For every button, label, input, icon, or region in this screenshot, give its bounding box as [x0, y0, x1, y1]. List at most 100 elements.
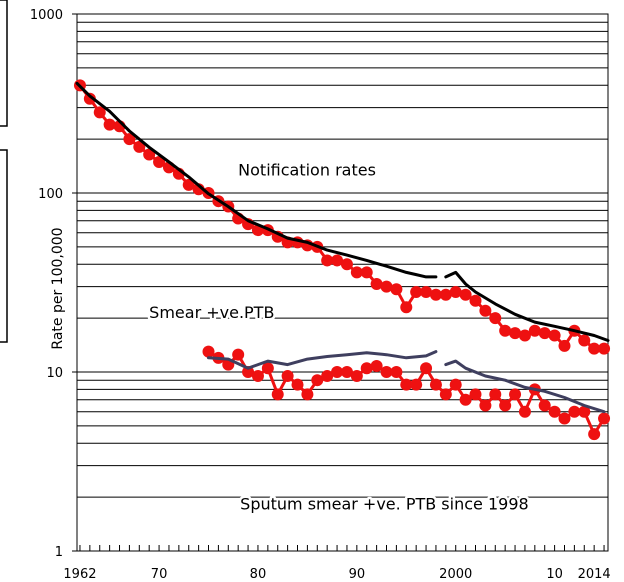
- x-tick-label: 10: [546, 567, 563, 582]
- data-point: [429, 288, 442, 301]
- data-point: [133, 140, 146, 153]
- data-point: [340, 258, 353, 271]
- data-point: [331, 254, 344, 267]
- data-point: [429, 378, 442, 391]
- data-point: [331, 366, 344, 378]
- y-tick-label: 100: [38, 187, 63, 202]
- data-point: [459, 393, 472, 406]
- data-point: [420, 285, 433, 298]
- y-axis-title: Rate per 100,000: [50, 227, 66, 349]
- data-point: [123, 133, 136, 146]
- data-point: [301, 388, 314, 401]
- data-point: [499, 324, 512, 337]
- data-point: [242, 366, 255, 378]
- data-point: [499, 399, 512, 412]
- data-point: [548, 405, 561, 418]
- data-point: [479, 399, 492, 412]
- data-point: [578, 405, 591, 418]
- data-point: [350, 369, 363, 382]
- data-point: [103, 118, 116, 131]
- data-point: [598, 342, 611, 355]
- data-point: [509, 388, 522, 401]
- data-point: [400, 301, 413, 314]
- data-point: [321, 369, 334, 382]
- data-point: [509, 327, 522, 340]
- smear-positive-points: [202, 345, 611, 441]
- data-point: [370, 278, 383, 291]
- data-point: [390, 366, 403, 378]
- x-tick-label: 2014: [578, 567, 611, 582]
- data-point: [232, 348, 245, 361]
- data-point: [439, 288, 452, 301]
- data-point: [558, 412, 571, 425]
- data-point: [182, 178, 195, 191]
- data-point: [321, 254, 334, 267]
- data-point: [588, 342, 601, 355]
- data-point: [83, 92, 96, 105]
- data-point: [410, 285, 423, 298]
- smear-positive-line-since-1998: [444, 359, 606, 414]
- notification-rate-trend-since-1998: [444, 270, 610, 342]
- data-point: [360, 266, 373, 279]
- data-point: [281, 369, 294, 382]
- data-point: [538, 399, 551, 412]
- x-tick-label: 70: [151, 567, 168, 582]
- x-tick-label: 2000: [439, 567, 472, 582]
- data-point: [538, 327, 551, 340]
- data-point: [143, 148, 156, 161]
- data-point: [558, 339, 571, 352]
- data-point: [202, 345, 215, 358]
- annotation: Sputum smear +ve. PTB since 1998: [240, 495, 529, 514]
- annotations: Notification rates Smear +ve.PTB Sputum sm…: [147, 158, 531, 516]
- data-point: [153, 155, 166, 168]
- notification-rate-trend: [75, 81, 438, 279]
- series-line: [444, 270, 610, 342]
- data-point: [489, 388, 502, 401]
- cropped-legend-fragments: [0, 0, 8, 343]
- y-tick-label: 10: [46, 366, 63, 381]
- data-point: [449, 378, 462, 391]
- data-point: [400, 378, 413, 391]
- tick-labels: 1 10 100 1000 1962 70 80 90 2000 10 2014 Rate per 1…: [30, 8, 611, 582]
- data-point: [568, 405, 581, 418]
- data-point: [271, 388, 284, 401]
- data-point: [449, 285, 462, 298]
- data-point: [390, 283, 403, 296]
- data-point: [528, 324, 541, 337]
- annotation: Smear +ve.PTB: [149, 303, 274, 322]
- series-line: [75, 81, 438, 279]
- data-point: [469, 388, 482, 401]
- data-point: [469, 294, 482, 307]
- data-point: [459, 288, 472, 301]
- data-point: [350, 266, 363, 279]
- x-tick-label: 1962: [63, 567, 96, 582]
- annotation: Notification rates: [238, 161, 376, 180]
- data-point: [479, 304, 492, 317]
- series-line: [207, 350, 438, 370]
- data-point: [518, 405, 531, 418]
- data-point: [578, 334, 591, 347]
- series-line: [444, 359, 606, 414]
- data-point: [380, 366, 393, 378]
- data-point: [380, 280, 393, 293]
- data-point: [340, 366, 353, 378]
- y-tick-label: 1: [55, 545, 63, 560]
- cropped-legend-box-bottom: [0, 149, 8, 343]
- data-point: [518, 329, 531, 342]
- data-point: [291, 378, 304, 391]
- x-tick-label: 90: [349, 567, 366, 582]
- data-point: [251, 369, 264, 382]
- plot-frame: [76, 13, 609, 552]
- data-point: [420, 362, 433, 375]
- data-point: [261, 362, 274, 375]
- data-point: [598, 412, 611, 425]
- data-point: [93, 106, 106, 119]
- gridlines: [77, 21, 608, 498]
- data-point: [489, 312, 502, 325]
- x-tick-label: 80: [250, 567, 267, 582]
- smear-positive-line: [207, 350, 438, 370]
- series-layer: [73, 79, 611, 441]
- data-point: [588, 428, 601, 441]
- data-point: [311, 374, 324, 387]
